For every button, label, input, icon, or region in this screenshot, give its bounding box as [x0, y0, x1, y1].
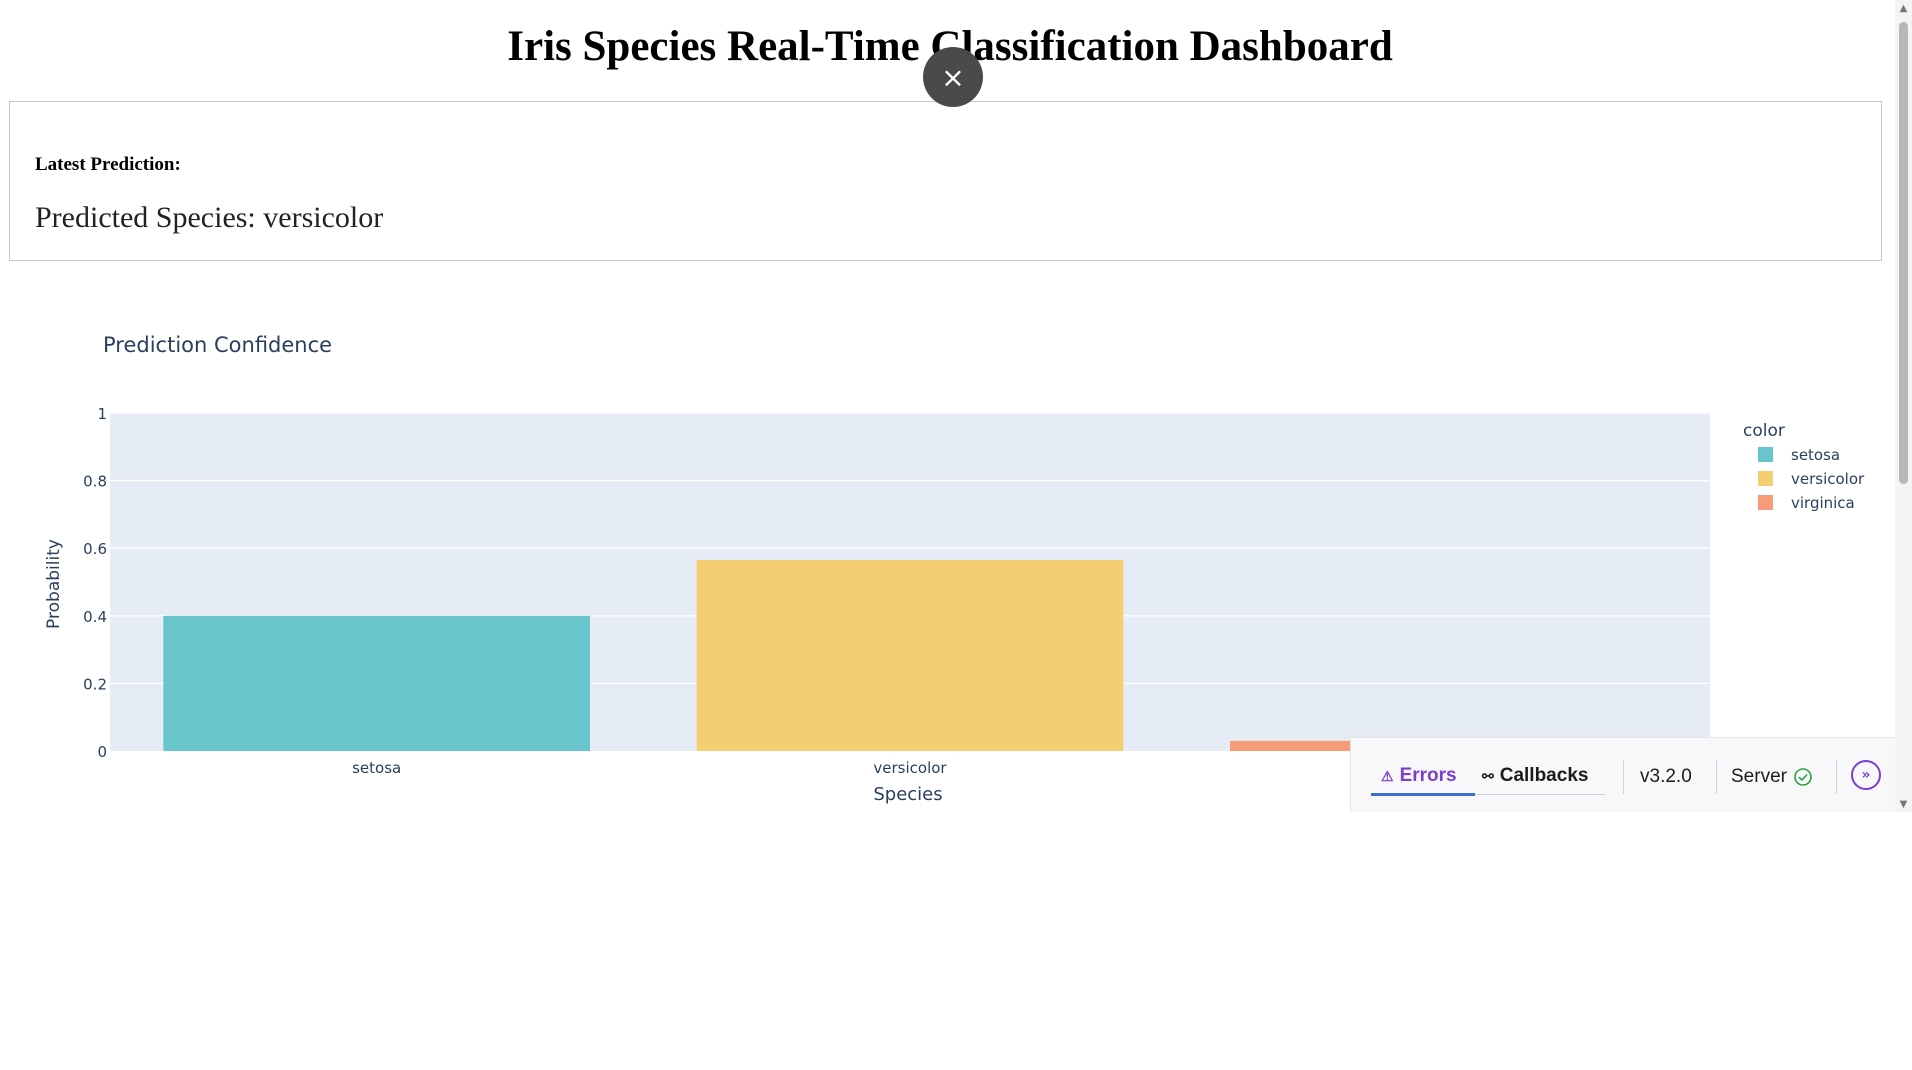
callbacks-tab-underline: [1475, 794, 1605, 795]
confidence-chart: Prediction Confidence 0 0.2 0.4 0.6 0.8 1 set…: [0, 300, 1900, 820]
callbacks-tab[interactable]: ⚯ Callbacks: [1482, 765, 1588, 787]
legend-swatch: [1758, 495, 1773, 510]
legend[interactable]: color setosa versicolor virginica: [1743, 421, 1865, 512]
prediction-label: Latest Prediction:: [35, 154, 181, 175]
y-tick-label: 1: [97, 405, 107, 423]
legend-swatch: [1758, 447, 1773, 462]
version-label: v3.2.0: [1640, 766, 1692, 787]
y-tick-label: 0: [97, 743, 107, 761]
x-ticks: setosa versicolor: [352, 759, 947, 777]
y-tick-label: 0.2: [83, 675, 107, 693]
divider: [1836, 760, 1837, 794]
divider: [1716, 760, 1717, 794]
scrollbar-thumb[interactable]: [1899, 22, 1908, 484]
legend-item-virginica[interactable]: virginica: [1791, 494, 1855, 512]
y-tick-label: 0.8: [83, 473, 107, 491]
bar-versicolor[interactable]: [696, 560, 1124, 751]
errors-tab-underline: [1371, 793, 1475, 796]
check-circle-icon: [1794, 768, 1812, 786]
close-icon: ×: [941, 60, 965, 94]
errors-tab[interactable]: ⚠ Errors: [1381, 765, 1457, 787]
y-tick-label: 0.4: [83, 608, 107, 626]
legend-item-setosa[interactable]: setosa: [1791, 446, 1840, 464]
legend-swatch: [1758, 471, 1773, 486]
scroll-up-arrow-icon[interactable]: ▲: [1899, 2, 1908, 14]
chart-title: Prediction Confidence: [103, 333, 332, 357]
errors-tab-label: Errors: [1399, 765, 1457, 786]
vertical-scrollbar[interactable]: ▲ ▼: [1895, 0, 1912, 812]
divider: [1623, 760, 1624, 794]
y-ticks: 0 0.2 0.4 0.6 0.8 1: [83, 405, 107, 761]
x-tick-label: versicolor: [873, 759, 947, 777]
x-tick-label: setosa: [352, 759, 401, 777]
prediction-value: Predicted Species: versicolor: [35, 201, 384, 234]
x-axis-label: Species: [873, 784, 942, 805]
dash-devtools-bar: ⚠ Errors ⚯ Callbacks v3.2.0 Server »: [1350, 737, 1895, 812]
server-status[interactable]: Server: [1731, 766, 1813, 788]
bar-setosa[interactable]: [163, 615, 591, 751]
y-axis-label: Probability: [44, 539, 64, 629]
warning-icon: ⚠: [1381, 767, 1394, 784]
server-label: Server: [1731, 766, 1787, 787]
callbacks-tab-label: Callbacks: [1499, 765, 1589, 786]
close-overlay-button[interactable]: ×: [923, 47, 983, 107]
legend-item-versicolor[interactable]: versicolor: [1791, 470, 1865, 488]
y-tick-label: 0.6: [83, 540, 107, 558]
callback-graph-icon: ⚯: [1482, 767, 1494, 784]
scroll-down-arrow-icon[interactable]: ▼: [1899, 798, 1908, 810]
prediction-panel: Latest Prediction: Predicted Species: ve…: [9, 101, 1882, 261]
double-chevron-right-icon[interactable]: »: [1851, 760, 1881, 790]
legend-title: color: [1743, 421, 1785, 441]
chart-svg: Prediction Confidence 0 0.2 0.4 0.6 0.8 1 set…: [44, 333, 1865, 805]
